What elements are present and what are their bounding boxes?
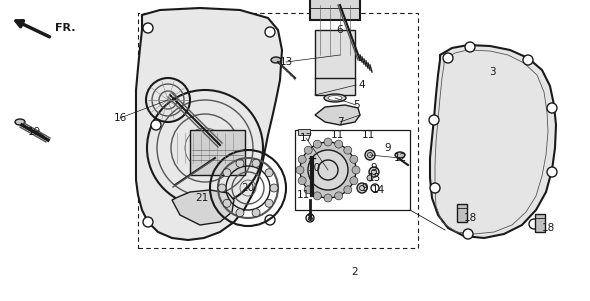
Text: 12: 12 (394, 153, 407, 163)
Circle shape (265, 199, 273, 207)
Circle shape (547, 103, 557, 113)
Circle shape (223, 169, 231, 177)
Circle shape (529, 219, 539, 229)
Bar (295, 130, 410, 210)
Circle shape (151, 120, 161, 130)
Circle shape (324, 138, 332, 146)
Circle shape (344, 186, 352, 194)
Bar (315, 30, 355, 95)
Text: 21: 21 (195, 193, 209, 203)
Bar (138, 13, 418, 248)
Circle shape (344, 146, 352, 154)
Circle shape (335, 140, 343, 148)
Text: 10: 10 (307, 163, 320, 173)
Circle shape (143, 23, 153, 33)
Text: 14: 14 (371, 185, 385, 195)
Text: 6: 6 (337, 25, 343, 35)
Circle shape (252, 159, 260, 167)
Circle shape (371, 184, 379, 192)
Text: 15: 15 (368, 173, 381, 183)
Text: 18: 18 (463, 213, 477, 223)
Text: 5: 5 (353, 100, 359, 110)
Circle shape (306, 214, 314, 222)
Ellipse shape (324, 94, 346, 102)
Polygon shape (315, 105, 360, 125)
Circle shape (357, 183, 367, 193)
Polygon shape (430, 45, 556, 238)
Circle shape (367, 175, 373, 181)
Bar (457, 204, 467, 222)
Circle shape (313, 192, 322, 200)
Text: 3: 3 (489, 67, 496, 77)
Text: 4: 4 (359, 80, 365, 90)
Text: 11: 11 (330, 130, 343, 140)
Circle shape (313, 140, 322, 148)
Circle shape (350, 155, 358, 163)
Circle shape (523, 55, 533, 65)
Circle shape (143, 217, 153, 227)
Bar (535, 214, 545, 232)
Circle shape (430, 183, 440, 193)
Circle shape (352, 166, 360, 174)
Ellipse shape (15, 119, 25, 125)
Text: 18: 18 (542, 223, 555, 233)
Circle shape (365, 150, 375, 160)
Text: 17: 17 (299, 133, 313, 143)
Circle shape (547, 167, 557, 177)
Circle shape (300, 142, 356, 198)
Circle shape (324, 194, 332, 202)
Text: 16: 16 (113, 113, 127, 123)
Text: 20: 20 (241, 183, 254, 193)
Circle shape (429, 115, 439, 125)
Text: 9: 9 (385, 143, 391, 153)
Bar (298, 129, 310, 135)
Circle shape (265, 27, 275, 37)
Circle shape (296, 166, 304, 174)
Circle shape (218, 184, 226, 192)
Circle shape (265, 215, 275, 225)
Text: FR.: FR. (55, 23, 76, 33)
Text: 2: 2 (352, 267, 358, 277)
Text: 13: 13 (280, 57, 293, 67)
Circle shape (463, 229, 473, 239)
Bar (310, 0, 360, 20)
Circle shape (298, 155, 306, 163)
Polygon shape (136, 8, 282, 240)
Circle shape (369, 167, 379, 177)
Circle shape (252, 209, 260, 217)
Text: 7: 7 (337, 117, 343, 127)
Ellipse shape (328, 95, 342, 101)
Bar (190, 130, 245, 175)
Circle shape (304, 146, 312, 154)
Circle shape (443, 53, 453, 63)
Circle shape (265, 169, 273, 177)
Text: 19: 19 (27, 127, 41, 137)
Circle shape (335, 192, 343, 200)
Circle shape (304, 186, 312, 194)
Text: 11: 11 (296, 190, 310, 200)
Circle shape (236, 159, 244, 167)
Circle shape (270, 184, 278, 192)
Text: 8: 8 (307, 213, 313, 223)
Text: 9: 9 (371, 163, 378, 173)
Circle shape (308, 150, 348, 190)
Circle shape (298, 177, 306, 185)
Ellipse shape (271, 57, 281, 63)
Text: 11: 11 (361, 130, 375, 140)
Circle shape (223, 199, 231, 207)
Ellipse shape (395, 152, 405, 158)
Circle shape (236, 209, 244, 217)
Circle shape (350, 177, 358, 185)
Polygon shape (172, 190, 234, 225)
Circle shape (465, 42, 475, 52)
Text: 9: 9 (362, 183, 368, 193)
